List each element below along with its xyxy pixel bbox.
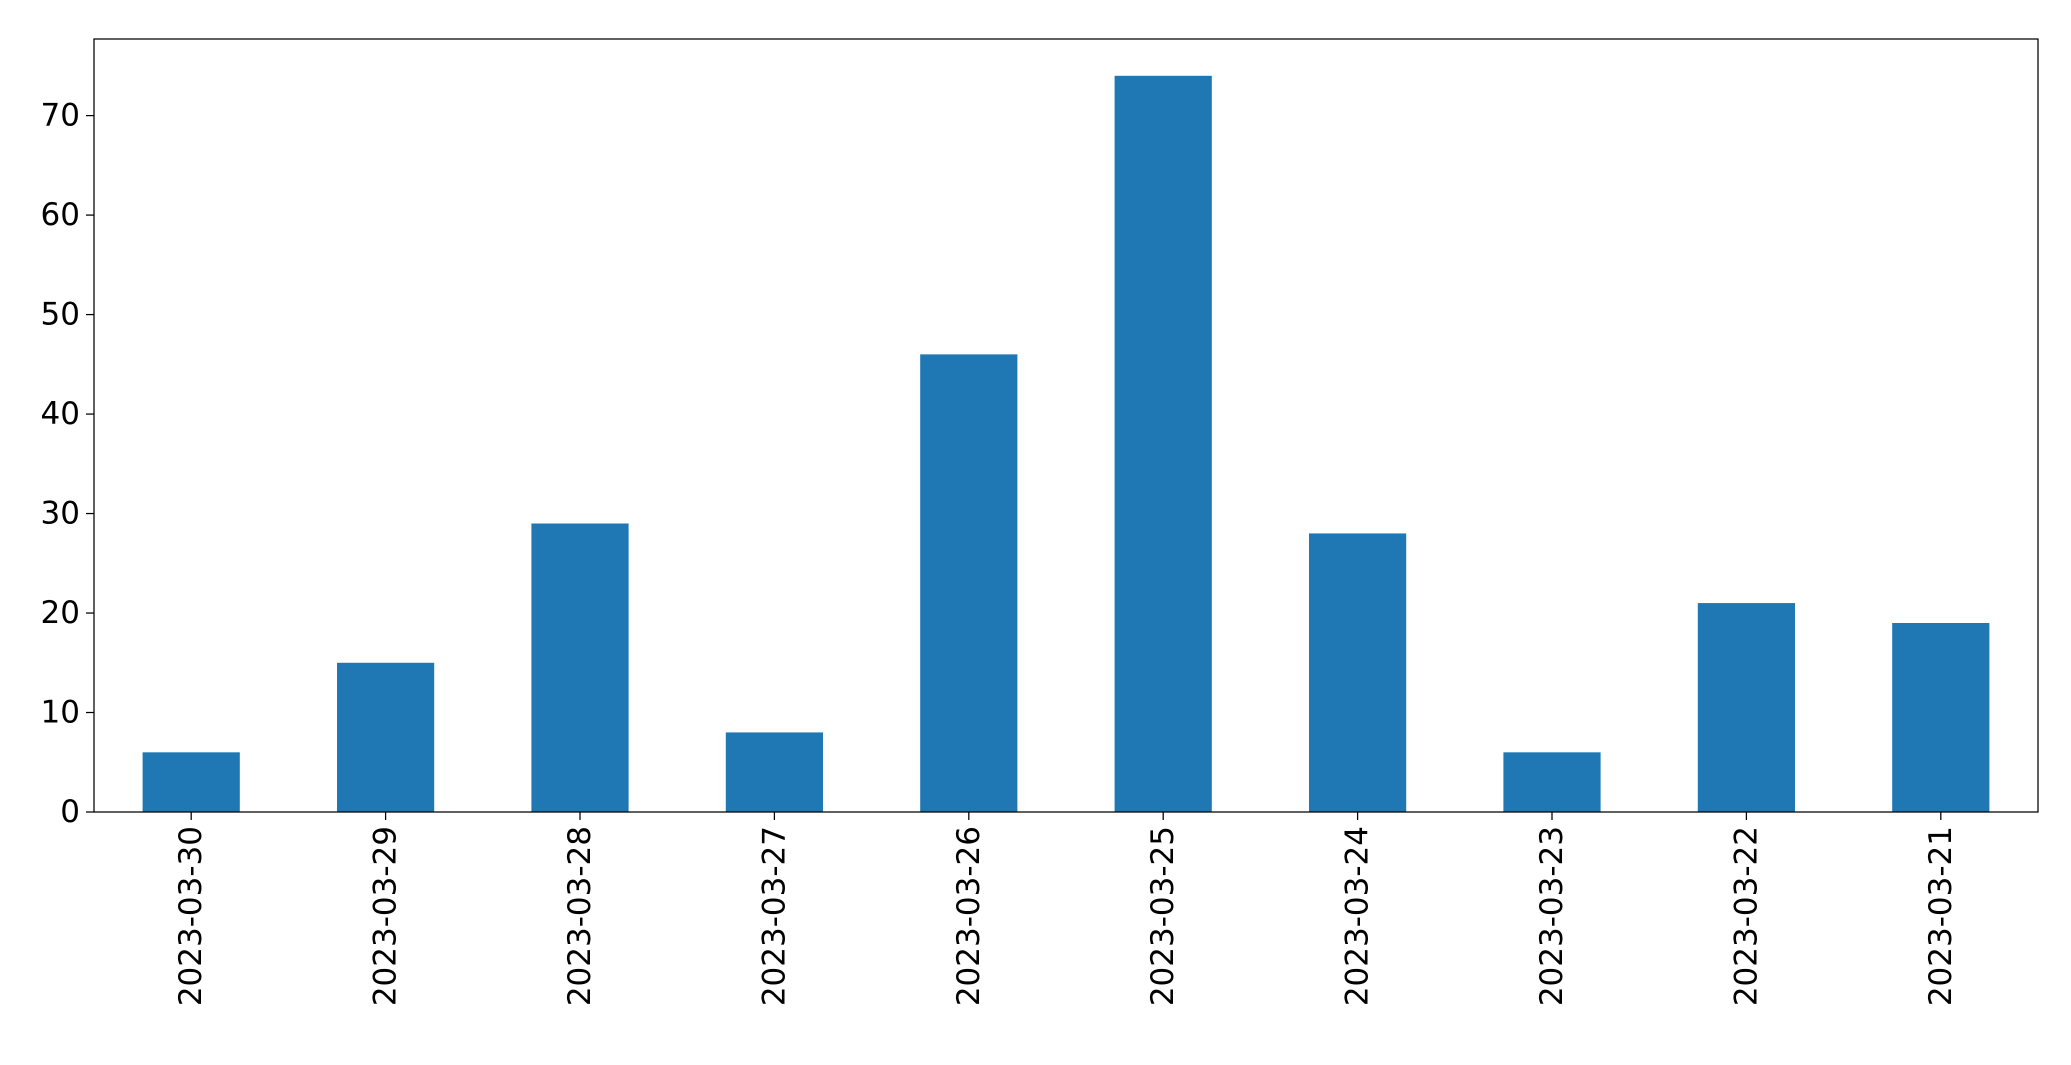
bar-2023-03-29	[337, 662, 435, 812]
x-tick-label: 2023-03-28	[562, 826, 598, 1006]
bar-2023-03-26	[920, 354, 1018, 812]
x-tick-label: 2023-03-25	[1145, 826, 1181, 1006]
bar-2023-03-24	[1309, 533, 1407, 812]
y-tick-label: 40	[41, 396, 80, 432]
y-tick-label: 70	[41, 98, 80, 134]
bar-2023-03-21	[1892, 622, 1990, 812]
bar-2023-03-27	[725, 732, 823, 812]
x-axis: 2023-03-30 2023-03-29 2023-03-28 2023-03-27…	[173, 812, 1959, 1006]
x-tick-label: 2023-03-22	[1728, 826, 1764, 1006]
x-tick-label: 2023-03-27	[756, 826, 792, 1006]
y-tick-label: 20	[41, 595, 80, 631]
x-tick-label: 2023-03-29	[368, 826, 404, 1006]
x-tick-label: 2023-03-23	[1534, 826, 1570, 1006]
y-tick-label: 0	[60, 794, 80, 830]
y-tick-label: 60	[41, 197, 80, 233]
y-axis: 0 10 20 30 40 50 60 70	[41, 98, 94, 830]
y-tick-label: 10	[41, 695, 80, 731]
bar-2023-03-30	[142, 752, 240, 812]
x-tick-label: 2023-03-21	[1923, 826, 1959, 1006]
bar-2023-03-28	[531, 523, 629, 812]
y-tick-label: 30	[41, 496, 80, 532]
bar-2023-03-23	[1503, 752, 1601, 812]
plot-frame	[93, 38, 2039, 813]
x-tick-label: 2023-03-24	[1340, 826, 1376, 1006]
bars-layer	[142, 75, 1990, 812]
bar-2023-03-25	[1114, 75, 1212, 812]
axes-layer	[93, 38, 2039, 813]
y-tick-label: 50	[41, 297, 80, 333]
x-tick-label: 2023-03-26	[951, 826, 987, 1006]
bar-2023-03-22	[1697, 603, 1795, 812]
x-tick-label: 2023-03-30	[173, 826, 209, 1006]
